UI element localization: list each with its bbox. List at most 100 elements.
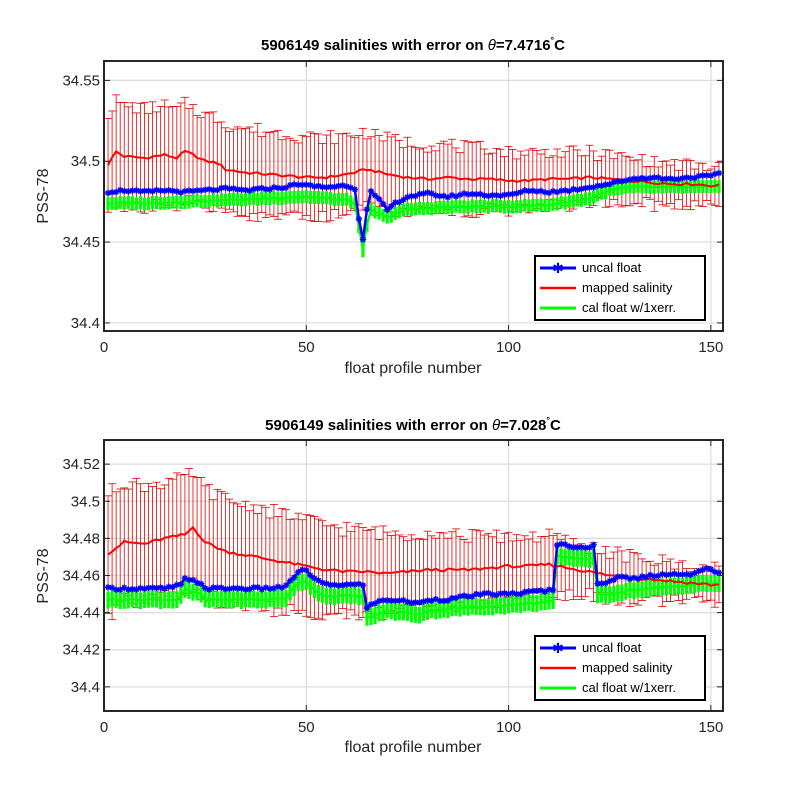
marker-stroke (259, 185, 265, 191)
marker-stroke (348, 184, 354, 191)
marker-stroke (311, 183, 318, 190)
marker-stroke (433, 596, 439, 602)
marker-stroke (267, 585, 273, 592)
marker-stroke (530, 188, 536, 194)
marker-stroke (226, 185, 233, 192)
marker-stroke (384, 207, 390, 213)
marker-stroke (109, 189, 115, 196)
marker-stroke (323, 580, 330, 587)
marker-stroke (501, 192, 508, 198)
uncal-float-marker (286, 577, 294, 585)
marker-stroke (639, 573, 645, 580)
y-tick-label: 34.42 (62, 642, 100, 659)
chart-2-series-cal-band (106, 547, 721, 626)
marker-stroke (671, 176, 678, 182)
marker-stroke (509, 590, 516, 596)
marker-stroke (198, 187, 204, 194)
marker-stroke (412, 193, 419, 199)
chart-1-y-axis-label: PSS-78 (35, 168, 52, 223)
marker-stroke (153, 585, 160, 591)
uncal-float-marker (282, 184, 290, 191)
uncal-float-marker (610, 178, 617, 186)
x-tick-label: 0 (100, 719, 108, 736)
uncal-float-marker (282, 582, 290, 589)
marker-stroke (522, 187, 528, 194)
y-tick-label: 34.48 (62, 530, 100, 547)
marker-stroke (295, 569, 301, 575)
marker-stroke (360, 582, 366, 588)
marker-stroke (117, 187, 123, 193)
marker-stroke (570, 186, 577, 192)
uncal-float-marker (646, 571, 654, 579)
legend-label-uncal-float: uncal float (582, 260, 642, 275)
marker-stroke (530, 588, 536, 594)
marker-stroke (501, 590, 508, 596)
marker-stroke (182, 575, 188, 581)
marker-stroke (105, 190, 111, 196)
marker-stroke (323, 184, 330, 191)
legend-label-cal-float: cal float w/1xerr. (582, 300, 676, 315)
marker-stroke (287, 182, 293, 188)
marker-stroke (335, 582, 342, 589)
chart-1-legend: ✱ uncal float mapped salinity cal float … (534, 255, 706, 321)
marker-stroke (327, 184, 334, 190)
marker-stroke (461, 592, 467, 599)
uncal-float-marker (311, 183, 318, 190)
marker-stroke (659, 176, 666, 182)
marker-stroke (137, 188, 144, 194)
marker-stroke (339, 582, 346, 588)
uncal-float-marker (331, 581, 338, 589)
marker-stroke (170, 188, 176, 194)
uncal-float-marker (529, 187, 537, 194)
marker-stroke (202, 186, 208, 193)
marker-stroke (522, 588, 528, 595)
marker-stroke (400, 597, 407, 603)
uncal-float-marker (339, 581, 346, 589)
marker-stroke (473, 191, 479, 198)
uncal-float-marker (699, 566, 706, 573)
uncal-float-marker (594, 182, 601, 189)
marker-stroke (275, 583, 281, 590)
marker-stroke (428, 190, 435, 197)
marker-stroke (226, 586, 233, 592)
marker-stroke (279, 584, 285, 591)
marker-stroke (708, 566, 714, 572)
marker-stroke (206, 186, 212, 193)
x-tick-label: 50 (298, 719, 315, 736)
marker-stroke (449, 192, 455, 198)
uncal-float-marker (189, 576, 197, 584)
uncal-float-marker (189, 187, 197, 195)
uncal-float-marker (456, 593, 464, 600)
marker-stroke (376, 598, 382, 604)
marker-stroke (562, 187, 568, 194)
marker-stroke (667, 175, 674, 182)
marker-stroke (372, 192, 378, 199)
uncal-float-marker (444, 194, 452, 201)
uncal-float-marker (359, 236, 367, 243)
legend-label-cal-float: cal float w/1xerr. (582, 680, 676, 695)
uncal-float-marker (193, 187, 201, 194)
marker-stroke (643, 176, 649, 182)
marker-stroke (182, 188, 188, 194)
marker-stroke (631, 574, 637, 581)
marker-stroke (165, 187, 172, 193)
marker-stroke (663, 572, 670, 578)
marker-stroke (222, 586, 229, 592)
uncal-float-marker (226, 585, 233, 593)
marker-stroke (194, 187, 200, 194)
marker-stroke (465, 191, 471, 198)
marker-stroke (473, 591, 479, 597)
marker-stroke (461, 190, 467, 197)
marker-stroke (161, 188, 168, 194)
marker-stroke (125, 586, 132, 593)
marker-stroke (218, 185, 225, 191)
marker-stroke (170, 584, 176, 590)
marker-stroke (303, 567, 310, 573)
uncal-float-marker (254, 185, 261, 192)
marker-stroke (566, 543, 572, 550)
uncal-float-marker (363, 206, 371, 213)
marker-stroke (153, 187, 160, 193)
uncal-float-marker (375, 195, 383, 203)
x-tick-label: 0 (100, 339, 108, 356)
marker-stroke (623, 574, 629, 580)
